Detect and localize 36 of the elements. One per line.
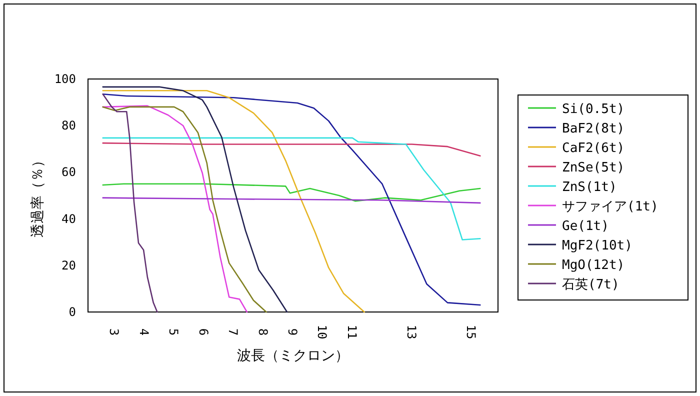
legend-label: サファイア(1t) xyxy=(562,200,658,214)
legend-label: BaF2(8t) xyxy=(562,122,625,136)
y-tick-label: 0 xyxy=(68,305,76,319)
line-series xyxy=(102,93,158,313)
legend-label: Ge(1t) xyxy=(562,219,609,234)
x-tick-label: 8 xyxy=(256,328,270,336)
x-tick-label: 15 xyxy=(464,324,478,340)
line-series xyxy=(102,183,481,202)
legend-label: CaF2(6t) xyxy=(562,141,625,156)
x-tick-label: 6 xyxy=(196,328,210,336)
y-tick-label: 40 xyxy=(62,212,76,226)
y-tick-label: 80 xyxy=(62,118,76,133)
legend-label: MgO(12t) xyxy=(562,258,625,273)
x-tick-label: 10 xyxy=(315,324,330,340)
legend-label: ZnS(1t) xyxy=(562,180,617,195)
line-series xyxy=(102,93,481,306)
legend-label: ZnSe(5t) xyxy=(562,160,625,176)
y-tick-label: 20 xyxy=(62,258,76,272)
y-tick-label: 100 xyxy=(54,72,76,86)
x-tick-label: 11 xyxy=(344,324,359,340)
x-tick-label: 13 xyxy=(404,324,418,340)
line-series xyxy=(102,90,365,313)
y-axis-title: 透過率（％） xyxy=(30,154,46,238)
y-tick-label: 60 xyxy=(62,165,76,180)
x-tick-label: 4 xyxy=(136,328,151,336)
legend-label: 石英(7t) xyxy=(562,278,620,292)
legend-label: Si(0.5t) xyxy=(562,102,625,117)
line-series xyxy=(102,86,288,313)
x-tick-label: 7 xyxy=(226,328,240,336)
x-tick-label: 5 xyxy=(166,328,181,336)
x-axis-title: 波長（ミクロン） xyxy=(237,348,349,364)
x-tick-label: 9 xyxy=(286,328,300,336)
line-series xyxy=(102,137,481,240)
line-series xyxy=(102,142,481,157)
x-tick-label: 3 xyxy=(107,328,122,336)
legend-label: MgF2(10t) xyxy=(562,238,632,254)
